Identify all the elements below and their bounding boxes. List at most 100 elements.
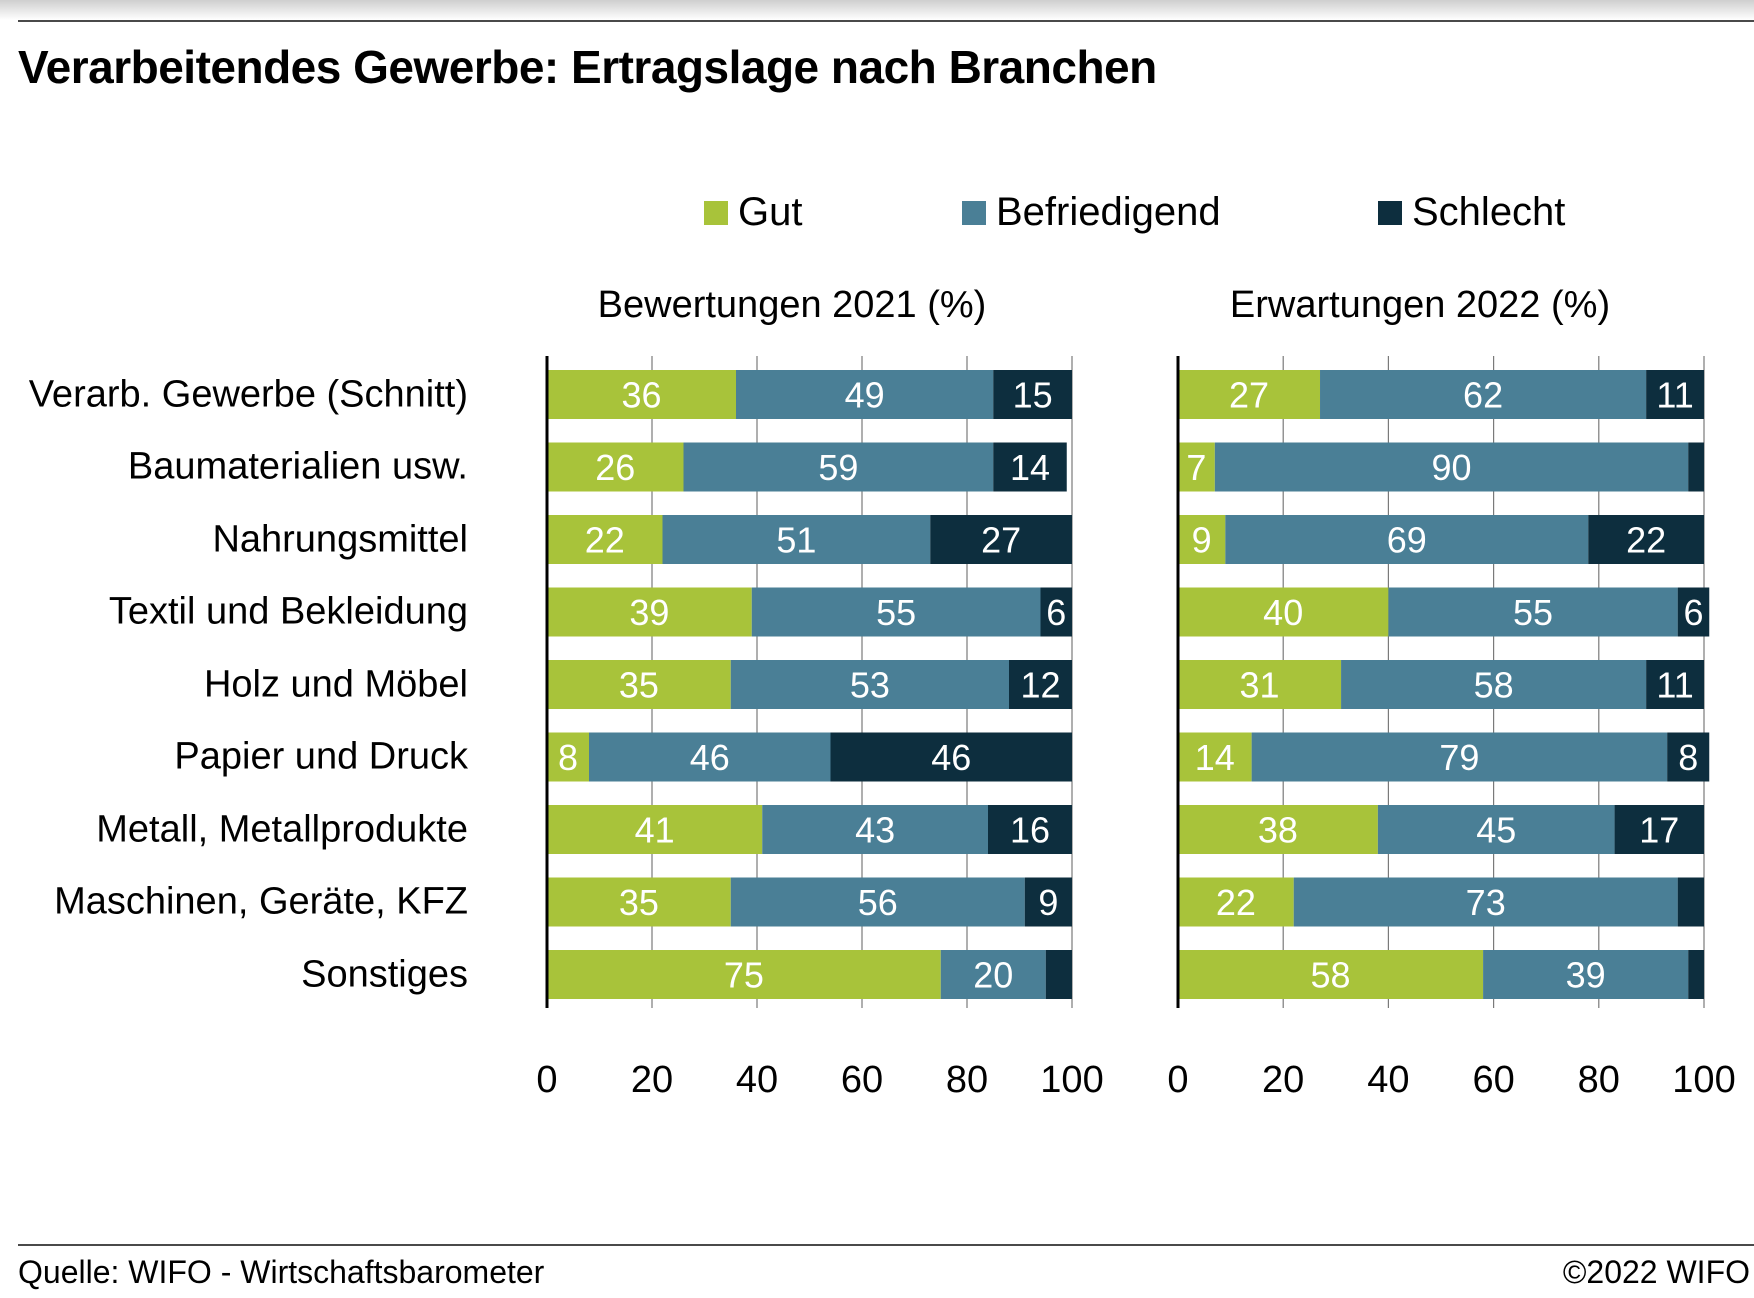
legend: Gut Befriedigend Schlecht xyxy=(0,190,1754,240)
bar-2022-holz-und-möbel-befriedigend xyxy=(1341,660,1647,709)
bar-2021-papier-und-druck-befriedigend xyxy=(589,732,831,782)
chart-title: Verarbeitendes Gewerbe: Ertragslage nach… xyxy=(18,41,1157,93)
data-label-2022-verarb-gewerbe-schnitt-gut: 27 xyxy=(1229,375,1269,416)
data-label-2022-maschinen-geräte-kfz-gut: 22 xyxy=(1216,882,1256,923)
data-label-2022-baumaterialien-usw-gut: 7 xyxy=(1186,447,1206,488)
panel-title-2021: Bewertungen 2021 (%) xyxy=(597,284,987,326)
data-label-2021-verarb-gewerbe-schnitt-schlecht: 15 xyxy=(1013,375,1053,416)
data-label-2021-baumaterialien-usw-befriedigend: 59 xyxy=(818,447,858,488)
bar-2022-nahrungsmittel-gut xyxy=(1178,515,1226,564)
bar-2022-holz-und-möbel-gut xyxy=(1178,660,1342,709)
x-tick-label-2021-80: 80 xyxy=(946,1059,988,1101)
legend-swatch-schlecht xyxy=(1378,200,1402,225)
data-label-2021-sonstiges-befriedigend: 20 xyxy=(973,955,1013,996)
bar-2021-papier-und-druck-gut xyxy=(547,732,589,782)
bar-2022-holz-und-möbel-schlecht xyxy=(1646,660,1704,709)
legend-label-gut: Gut xyxy=(738,190,803,234)
data-label-2021-verarb-gewerbe-schnitt-befriedigend: 49 xyxy=(845,375,885,416)
bar-2021-textil-und-bekleidung-befriedigend xyxy=(751,587,1041,637)
data-label-2021-papier-und-druck-gut: 8 xyxy=(558,737,578,778)
data-label-2022-nahrungsmittel-gut: 9 xyxy=(1192,520,1212,561)
data-label-2021-holz-und-möbel-gut: 35 xyxy=(619,665,659,706)
bar-2021-metall-metallprodukte-schlecht xyxy=(988,805,1072,854)
data-label-2022-papier-und-druck-schlecht: 8 xyxy=(1678,737,1698,778)
legend-swatch-befriedigend xyxy=(962,200,986,225)
category-label-sonstiges: Sonstiges xyxy=(301,953,468,995)
data-label-2021-maschinen-geräte-kfz-befriedigend: 56 xyxy=(858,882,898,923)
bar-2021-maschinen-geräte-kfz-befriedigend xyxy=(730,877,1025,927)
top-shade xyxy=(0,0,1754,20)
data-label-2022-sonstiges-befriedigend: 39 xyxy=(1566,955,1606,996)
category-label-papier-und-druck: Papier und Druck xyxy=(174,735,468,778)
data-label-2022-metall-metallprodukte-schlecht: 17 xyxy=(1639,810,1679,851)
data-label-2022-holz-und-möbel-gut: 31 xyxy=(1240,665,1280,706)
bar-2022-metall-metallprodukte-schlecht xyxy=(1614,805,1704,854)
bar-2022-verarb-gewerbe-schnitt-gut xyxy=(1178,370,1321,419)
data-label-2021-maschinen-geräte-kfz-gut: 35 xyxy=(619,882,659,923)
bar-2022-baumaterialien-usw-schlecht xyxy=(1688,442,1704,492)
bar-2022-papier-und-druck-schlecht xyxy=(1667,732,1710,782)
bar-2022-textil-und-bekleidung-befriedigend xyxy=(1388,587,1678,637)
data-label-2022-papier-und-druck-gut: 14 xyxy=(1195,737,1235,778)
data-label-2021-textil-und-bekleidung-gut: 39 xyxy=(629,592,669,633)
bar-2021-verarb-gewerbe-schnitt-befriedigend xyxy=(736,370,994,419)
bar-2022-textil-und-bekleidung-schlecht xyxy=(1677,587,1710,637)
category-label-verarb-gewerbe-schnitt: Verarb. Gewerbe (Schnitt) xyxy=(28,373,468,415)
data-label-2022-holz-und-möbel-schlecht: 11 xyxy=(1656,665,1693,706)
bar-2021-sonstiges-schlecht xyxy=(1045,950,1072,999)
data-label-2022-nahrungsmittel-schlecht: 22 xyxy=(1626,520,1666,561)
data-label-2021-nahrungsmittel-schlecht: 27 xyxy=(981,520,1021,561)
bar-2021-textil-und-bekleidung-gut xyxy=(547,587,752,637)
legend-item-befriedigend: Befriedigend xyxy=(962,190,1221,235)
bar-2021-holz-und-möbel-gut xyxy=(547,660,731,709)
bar-2021-nahrungsmittel-schlecht xyxy=(930,515,1072,564)
bar-2022-baumaterialien-usw-gut xyxy=(1178,442,1215,492)
bar-2021-verarb-gewerbe-schnitt-gut xyxy=(547,370,736,419)
data-label-2021-metall-metallprodukte-schlecht: 16 xyxy=(1010,810,1050,851)
bar-2022-baumaterialien-usw-befriedigend xyxy=(1214,442,1689,492)
category-label-maschinen-geräte-kfz: Maschinen, Geräte, KFZ xyxy=(54,880,468,923)
data-label-2021-baumaterialien-usw-gut: 26 xyxy=(595,447,635,488)
legend-swatch-gut xyxy=(704,200,728,225)
data-label-2021-textil-und-bekleidung-befriedigend: 55 xyxy=(876,592,916,633)
data-label-2022-holz-und-möbel-befriedigend: 58 xyxy=(1474,665,1514,706)
data-label-2021-holz-und-möbel-befriedigend: 53 xyxy=(850,665,890,706)
copyright-note: ©2022 WIFO xyxy=(1562,1254,1750,1290)
bar-2022-nahrungsmittel-schlecht xyxy=(1588,515,1704,564)
legend-item-schlecht: Schlecht xyxy=(1378,190,1565,235)
x-tick-label-2022-80: 80 xyxy=(1578,1059,1620,1101)
data-label-2021-metall-metallprodukte-gut: 41 xyxy=(635,810,675,851)
data-label-2021-textil-und-bekleidung-schlecht: 6 xyxy=(1046,592,1066,633)
bar-2021-textil-und-bekleidung-schlecht xyxy=(1040,587,1072,637)
bar-2021-maschinen-geräte-kfz-schlecht xyxy=(1024,877,1072,927)
bar-2021-holz-und-möbel-befriedigend xyxy=(730,660,1009,709)
category-label-nahrungsmittel: Nahrungsmittel xyxy=(212,518,468,560)
bar-2021-baumaterialien-usw-befriedigend xyxy=(683,442,994,492)
bar-2021-metall-metallprodukte-gut xyxy=(547,805,763,854)
bar-2022-textil-und-bekleidung-gut xyxy=(1178,587,1389,637)
data-label-2022-textil-und-bekleidung-schlecht: 6 xyxy=(1683,592,1703,633)
panel-title-2022: Erwartungen 2022 (%) xyxy=(1229,284,1611,326)
bar-2021-baumaterialien-usw-schlecht xyxy=(993,442,1067,492)
data-label-2021-sonstiges-gut: 75 xyxy=(724,955,764,996)
category-label-textil-und-bekleidung: Textil und Bekleidung xyxy=(108,590,468,633)
bar-2021-verarb-gewerbe-schnitt-schlecht xyxy=(993,370,1072,419)
bar-2021-baumaterialien-usw-gut xyxy=(547,442,684,492)
x-tick-label-2021-60: 60 xyxy=(841,1059,883,1101)
data-label-2021-baumaterialien-usw-schlecht: 14 xyxy=(1010,447,1050,488)
category-label-metall-metallprodukte: Metall, Metallprodukte xyxy=(96,808,468,850)
data-label-2021-metall-metallprodukte-befriedigend: 43 xyxy=(855,810,895,851)
data-label-2022-sonstiges-gut: 58 xyxy=(1311,955,1351,996)
data-label-2021-holz-und-möbel-schlecht: 12 xyxy=(1020,665,1060,706)
legend-item-gut: Gut xyxy=(704,190,802,235)
bottom-rule xyxy=(18,1244,1754,1246)
bar-2022-maschinen-geräte-kfz-befriedigend xyxy=(1293,877,1678,927)
x-tick-label-2021-20: 20 xyxy=(631,1059,673,1101)
bar-2022-verarb-gewerbe-schnitt-befriedigend xyxy=(1320,370,1647,419)
x-tick-label-2022-40: 40 xyxy=(1367,1059,1409,1101)
category-label-holz-und-möbel: Holz und Möbel xyxy=(203,663,468,705)
top-rule xyxy=(18,20,1754,22)
x-tick-label-2022-60: 60 xyxy=(1472,1059,1514,1101)
bar-2022-nahrungsmittel-befriedigend xyxy=(1225,515,1589,564)
